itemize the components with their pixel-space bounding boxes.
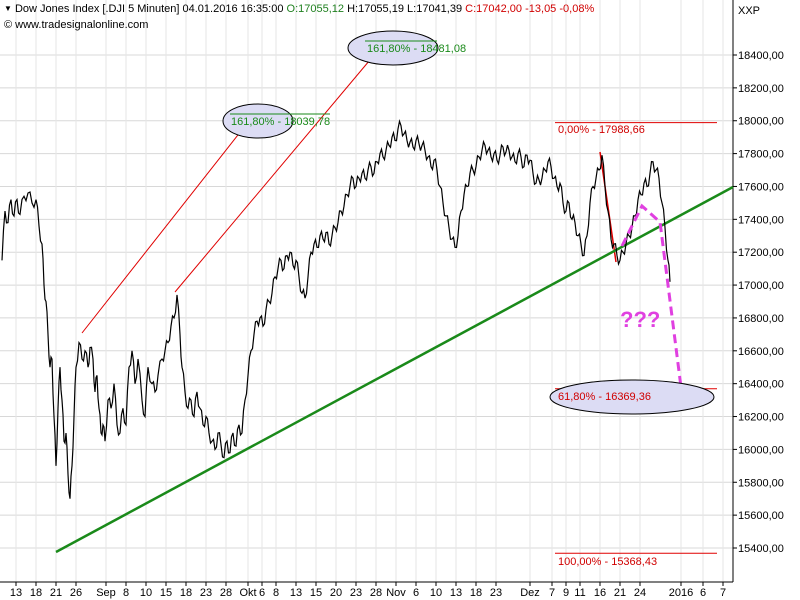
change-percent: -0,08%: [559, 3, 595, 15]
x-tick-label: 7: [549, 587, 555, 599]
grid: [0, 0, 733, 582]
x-tick-label: 20: [330, 587, 342, 599]
x-tick-label: Dez: [520, 587, 540, 599]
x-tick-label: 6: [700, 587, 706, 599]
x-tick-label: 18: [30, 587, 42, 599]
x-tick-label: 18: [180, 587, 192, 599]
x-tick-label: 21: [50, 587, 62, 599]
y-axis: 15400,00 15600,00 15800,00 16000,00 16200,00…: [733, 50, 784, 555]
x-tick-label: Okt: [239, 587, 256, 599]
projection-line-2: [174, 47, 381, 293]
annotation-fib-618: 61,80% - 16369,36: [558, 391, 651, 403]
ellipse-2: [222, 103, 294, 139]
x-tick-label: 15: [310, 587, 322, 599]
ohlc-high: H:17055,19: [347, 3, 404, 15]
y-tick-label: 18400,00: [738, 50, 784, 62]
x-tick-label: Nov: [386, 587, 406, 599]
y-tick-label: 17400,00: [738, 214, 784, 226]
x-tick-label: 23: [490, 587, 502, 599]
x-tick-label: 24: [634, 587, 646, 599]
source-text: www.tradesignalonline.com: [15, 19, 149, 31]
header-datetime: 04.01.2016 16:35:00: [182, 3, 284, 15]
x-tick-label: 18: [470, 587, 482, 599]
x-axis: 13 18 21 26 Sep 8 10 15 18 23 28 Okt 6 8 13 15 20 23 28 Nov…: [10, 582, 726, 599]
x-tick-label: 23: [350, 587, 362, 599]
ellipse-3: [549, 379, 715, 415]
y-tick-label: 16000,00: [738, 444, 784, 456]
x-tick-label: 13: [10, 587, 22, 599]
x-tick-label: 23: [200, 587, 212, 599]
projection-arrow: [620, 203, 684, 396]
annotation-161-a: 161,80% - 18481,08: [367, 43, 466, 55]
x-tick-label: 13: [450, 587, 462, 599]
x-tick-label: 8: [273, 587, 279, 599]
x-tick-label: 13: [290, 587, 302, 599]
y-axis-label: XXP: [738, 5, 760, 17]
y-tick-label: 18000,00: [738, 116, 784, 128]
annotation-fib-100: 100,00% - 15368,43: [558, 556, 657, 568]
annotation-fib-0: 0,00% - 17988,66: [558, 124, 645, 136]
y-tick-label: 17200,00: [738, 247, 784, 259]
swing-line: [599, 151, 617, 263]
x-tick-label: 28: [370, 587, 382, 599]
ohlc-open: O:17055,12: [286, 3, 345, 15]
annotation-161-b: 161,80% - 18039,78: [231, 116, 330, 128]
question-marks: ???: [620, 307, 660, 332]
x-tick-label: 10: [430, 587, 442, 599]
x-tick-label: Sep: [96, 587, 116, 599]
x-tick-label: 10: [140, 587, 152, 599]
x-tick-label: 28: [220, 587, 232, 599]
source-line: © www.tradesignalonline.com: [4, 19, 148, 31]
x-tick-label: 15: [160, 587, 172, 599]
change-value: -13,05: [525, 3, 557, 15]
y-tick-label: 18200,00: [738, 83, 784, 95]
x-tick-label: 2016: [669, 587, 693, 599]
y-tick-label: 16600,00: [738, 346, 784, 358]
x-tick-label: 8: [123, 587, 129, 599]
instrument-name: Dow Jones Index [.DJI 5 Minuten]: [14, 3, 180, 15]
y-tick-label: 15400,00: [738, 543, 784, 555]
y-tick-label: 16800,00: [738, 313, 784, 325]
ellipse-1: [347, 30, 439, 66]
chart-header: ▼ Dow Jones Index [.DJI 5 Minuten] 04.01…: [4, 3, 594, 15]
y-tick-label: 15800,00: [738, 477, 784, 489]
x-tick-label: 26: [70, 587, 82, 599]
x-tick-label: 16: [594, 587, 606, 599]
triangle-icon: ▼: [4, 4, 12, 13]
x-tick-label: 7: [720, 587, 726, 599]
ohlc-low: L:17041,39: [407, 3, 463, 15]
y-tick-label: 15600,00: [738, 510, 784, 522]
x-tick-label: 9: [563, 587, 569, 599]
y-tick-label: 17800,00: [738, 149, 784, 161]
y-tick-label: 16200,00: [738, 412, 784, 424]
x-tick-label: 6: [259, 587, 265, 599]
projection-line-1: [81, 125, 246, 334]
y-tick-label: 17600,00: [738, 181, 784, 193]
x-tick-label: 21: [614, 587, 626, 599]
x-tick-label: 11: [574, 587, 585, 599]
ohlc-close: C:17042,00: [465, 3, 523, 15]
price-series: [1, 118, 671, 499]
trendline: [55, 185, 734, 554]
y-tick-label: 16400,00: [738, 379, 784, 391]
x-tick-label: 6: [413, 587, 419, 599]
copyright-icon: ©: [4, 19, 13, 31]
y-tick-label: 17000,00: [738, 280, 784, 292]
